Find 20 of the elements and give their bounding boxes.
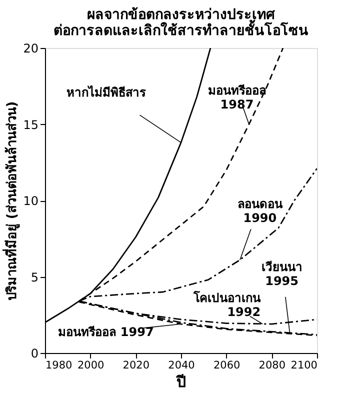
y-tick-label: 5 bbox=[30, 270, 38, 284]
x-tick-label: 2000 bbox=[77, 360, 104, 372]
annotation: เวียนนา 1995 bbox=[261, 260, 302, 288]
y-axis-title: ปริมาณที่มีอยู่ (ส่วนต่อพันล้านส่วน) bbox=[2, 101, 20, 301]
x-tick-label: 1980 bbox=[46, 360, 72, 372]
y-tick-label: 10 bbox=[23, 194, 38, 208]
x-axis-title: ปี bbox=[176, 373, 186, 391]
x-tick-label: 2020 bbox=[122, 360, 150, 372]
y-tick-label: 15 bbox=[23, 118, 38, 132]
annotation: หากไม่มีพิธีสาร bbox=[66, 84, 146, 100]
annotation: ลอนดอน 1990 bbox=[237, 196, 284, 225]
annotation: มอนทรีออล 1987 bbox=[208, 83, 266, 112]
annotation: มอนทรีออล 1997 bbox=[58, 325, 154, 340]
x-tick-label: 2040 bbox=[168, 360, 195, 372]
x-tick-label: 2060 bbox=[213, 360, 240, 372]
y-tick-label: 20 bbox=[23, 42, 38, 56]
annotation: โคเปนอาเกน 1992 bbox=[192, 290, 262, 320]
x-tick-label: 2100 bbox=[290, 360, 318, 372]
x-tick-label: 2080 bbox=[258, 360, 286, 372]
y-tick-label: 0 bbox=[30, 346, 38, 360]
